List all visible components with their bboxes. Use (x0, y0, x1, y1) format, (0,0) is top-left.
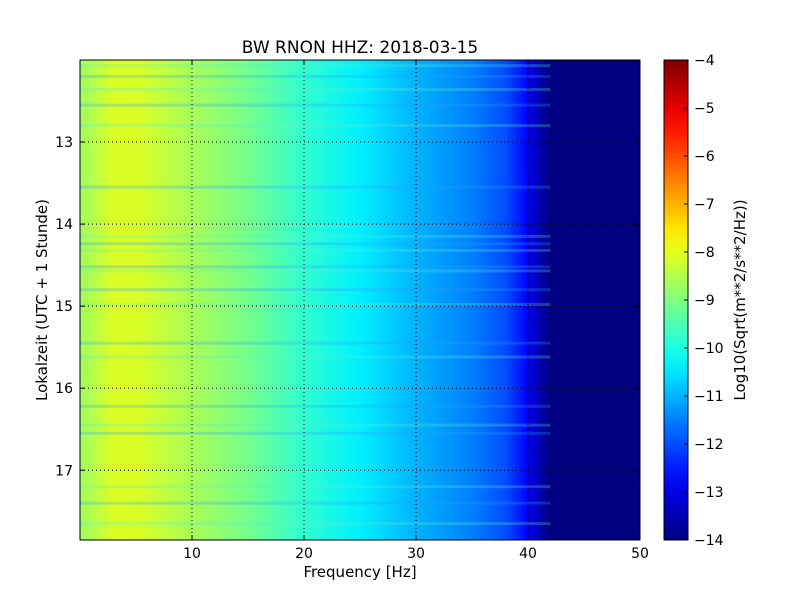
spectrogram-band (80, 103, 551, 107)
colorbar-tick-label: −14 (694, 533, 724, 549)
y-tick-label: 14 (55, 217, 73, 233)
x-tick-label: 30 (407, 546, 425, 562)
spectrogram-bands (80, 64, 551, 526)
x-tick-label: 50 (631, 546, 649, 562)
spectrogram-band (80, 288, 551, 292)
x-axis: 10 20 30 40 50 (183, 60, 649, 562)
y-tick-label: 17 (55, 463, 73, 479)
spectrogram-band (80, 431, 551, 435)
colorbar-tick-label: −12 (694, 437, 724, 453)
colorbar-tick-label: −11 (694, 389, 724, 405)
spectrogram-band (80, 185, 551, 189)
x-tick-label: 20 (295, 546, 313, 562)
spectrogram-band (80, 404, 551, 408)
spectrogram-band (80, 265, 551, 269)
y-tick-label: 16 (55, 381, 73, 397)
plot-frame (79, 59, 641, 541)
spectrogram-band (80, 485, 551, 489)
colorbar-tick-label: −8 (694, 245, 715, 261)
spectrogram-band (80, 64, 551, 68)
y-axis: 13 14 15 16 17 (55, 135, 640, 479)
spectrogram-band (80, 74, 551, 78)
colorbar-tick-label: −6 (694, 149, 715, 165)
plot-area (80, 60, 640, 540)
colorbar-tick-label: −5 (694, 101, 715, 117)
x-axis-label: Frequency [Hz] (303, 563, 416, 581)
colorbar: −4 −5 −6 −7 −8 −9 −10 −11 −12 −13 −14 (663, 53, 724, 549)
spectrogram-band (80, 303, 551, 306)
x-tick-label: 40 (519, 546, 537, 562)
colorbar-tick-label: −4 (694, 53, 715, 69)
y-tick-label: 15 (55, 299, 73, 315)
grid-lines (80, 60, 640, 540)
spectrogram-band (80, 501, 551, 505)
spectrogram-band (80, 124, 551, 128)
spectrogram-band (80, 88, 551, 91)
x-tick-label: 10 (183, 546, 201, 562)
colorbar-tick-label: −10 (694, 341, 724, 357)
spectrogram-band (80, 234, 551, 238)
y-axis-label: Lokalzeit (UTC + 1 Stunde) (33, 199, 51, 401)
spectrogram-band (80, 355, 551, 359)
spectrogram-band (80, 248, 551, 252)
spectrogram-band (80, 242, 551, 246)
colorbar-tick-label: −9 (694, 293, 715, 309)
spectrogram-band (80, 341, 551, 345)
colorbar-label: Log10(Sqrt(m**2/s**2/Hz)) (731, 199, 749, 400)
colorbar-tick-label: −7 (694, 197, 715, 213)
spectrogram-base (80, 60, 640, 540)
y-tick-label: 13 (55, 135, 73, 151)
chart-title: BW RNON HHZ: 2018-03-15 (242, 38, 478, 58)
spectrogram-band (80, 269, 551, 273)
spectrogram-band (80, 522, 551, 526)
colorbar-tick-label: −13 (694, 485, 724, 501)
spectrogram-band (80, 423, 551, 427)
colorbar-ticks: −4 −5 −6 −7 −8 −9 −10 −11 −12 −13 −14 (684, 53, 724, 549)
